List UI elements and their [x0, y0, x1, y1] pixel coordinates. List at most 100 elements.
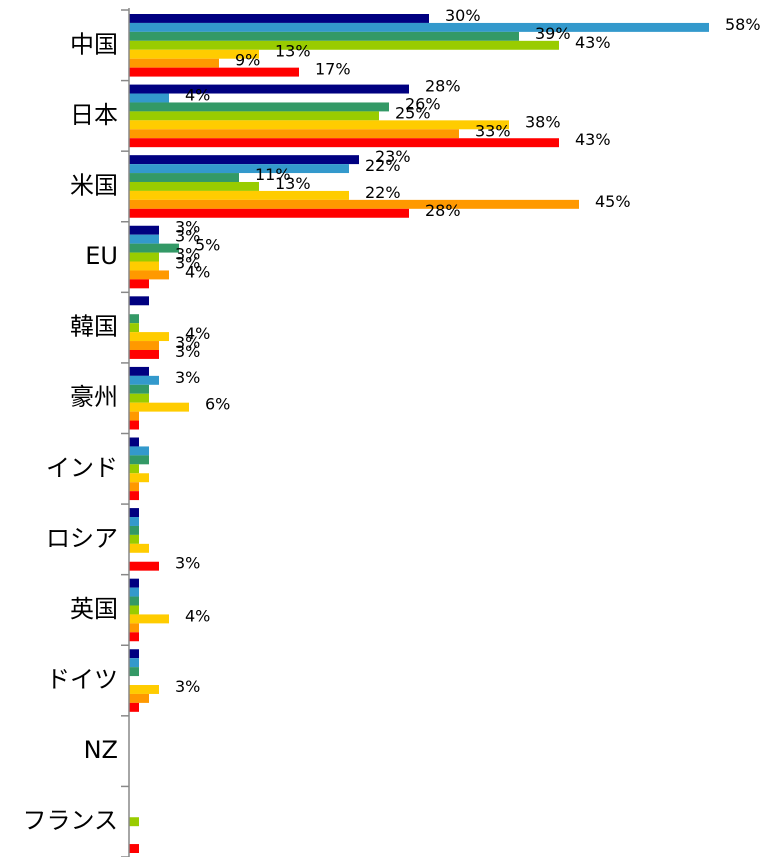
bar — [129, 614, 169, 624]
bar — [129, 181, 259, 191]
bar — [129, 420, 139, 430]
value-label: 3% — [175, 218, 200, 237]
value-label: 6% — [205, 395, 230, 414]
value-label: 28% — [425, 201, 461, 220]
value-label: 23% — [375, 147, 411, 166]
category-label: 豪州 — [70, 383, 118, 411]
bar — [129, 393, 149, 403]
bar — [129, 58, 219, 68]
value-label: 3% — [175, 677, 200, 696]
bar — [129, 437, 139, 447]
bar — [129, 402, 189, 412]
bar — [129, 411, 139, 421]
bar — [129, 22, 709, 32]
bar — [129, 464, 139, 474]
bar — [129, 155, 359, 165]
bar — [129, 261, 159, 271]
bar — [129, 40, 559, 50]
bar — [129, 138, 559, 148]
bar — [129, 491, 139, 501]
bar — [129, 314, 139, 324]
bar — [129, 578, 139, 588]
bar — [129, 270, 169, 280]
value-label: 28% — [425, 77, 461, 96]
value-label: 30% — [445, 6, 481, 25]
bar — [129, 702, 139, 712]
bar — [129, 296, 149, 306]
bar — [129, 605, 139, 615]
bar — [129, 525, 139, 535]
bar — [129, 517, 139, 526]
bar — [129, 31, 519, 41]
bar — [129, 234, 159, 244]
bar — [129, 49, 259, 59]
category-label: 中国 — [70, 30, 118, 58]
bar — [129, 384, 149, 394]
value-label: 13% — [275, 174, 311, 193]
value-label: 3% — [175, 342, 200, 361]
value-label: 39% — [535, 24, 571, 43]
bar — [129, 14, 429, 23]
bar — [129, 67, 299, 77]
bar — [129, 323, 139, 333]
value-label: 3% — [175, 245, 200, 264]
bar — [129, 341, 159, 350]
value-label: 3% — [175, 333, 200, 352]
value-label: 58% — [725, 15, 761, 34]
bar — [129, 199, 579, 209]
bar — [129, 129, 459, 139]
bar — [129, 543, 149, 553]
bar — [129, 455, 149, 465]
value-label: 4% — [185, 606, 210, 625]
category-label: インド — [46, 454, 118, 482]
bar — [129, 102, 389, 112]
value-label: 13% — [275, 42, 311, 61]
value-label: 26% — [405, 94, 441, 113]
bar — [129, 190, 349, 200]
value-label: 4% — [185, 85, 210, 104]
bar — [129, 561, 159, 571]
bar — [129, 120, 509, 130]
value-label: 17% — [315, 60, 351, 79]
bar — [129, 349, 159, 359]
bar — [129, 534, 139, 544]
bar — [129, 473, 149, 483]
category-label: 日本 — [70, 101, 118, 129]
category-label: EU — [85, 242, 118, 270]
value-label: 22% — [365, 183, 401, 202]
bar — [129, 658, 139, 668]
bar — [129, 332, 169, 342]
bar — [129, 632, 139, 642]
bar — [129, 685, 159, 694]
value-label: 33% — [475, 121, 511, 140]
value-label: 43% — [575, 33, 611, 52]
bar — [129, 173, 239, 182]
bar — [129, 279, 149, 289]
bar — [129, 375, 159, 385]
bar — [129, 693, 149, 703]
bar — [129, 243, 179, 253]
bar — [129, 366, 149, 376]
bar — [129, 508, 139, 518]
bar — [129, 623, 139, 633]
value-label: 3% — [175, 368, 200, 387]
bar — [129, 587, 139, 597]
category-label: 韓国 — [70, 313, 118, 341]
value-label: 22% — [365, 156, 401, 175]
category-label: ドイツ — [46, 666, 118, 694]
value-label: 3% — [175, 253, 200, 272]
bar — [129, 817, 139, 827]
bar — [129, 93, 169, 103]
bar — [129, 844, 139, 853]
bar — [129, 252, 159, 262]
value-label: 4% — [185, 262, 210, 281]
bar — [129, 482, 139, 492]
value-label: 9% — [235, 51, 260, 70]
bar — [129, 649, 139, 659]
value-label: 4% — [185, 324, 210, 343]
bar — [129, 667, 139, 677]
category-label: 英国 — [70, 595, 118, 623]
bar — [129, 596, 139, 606]
